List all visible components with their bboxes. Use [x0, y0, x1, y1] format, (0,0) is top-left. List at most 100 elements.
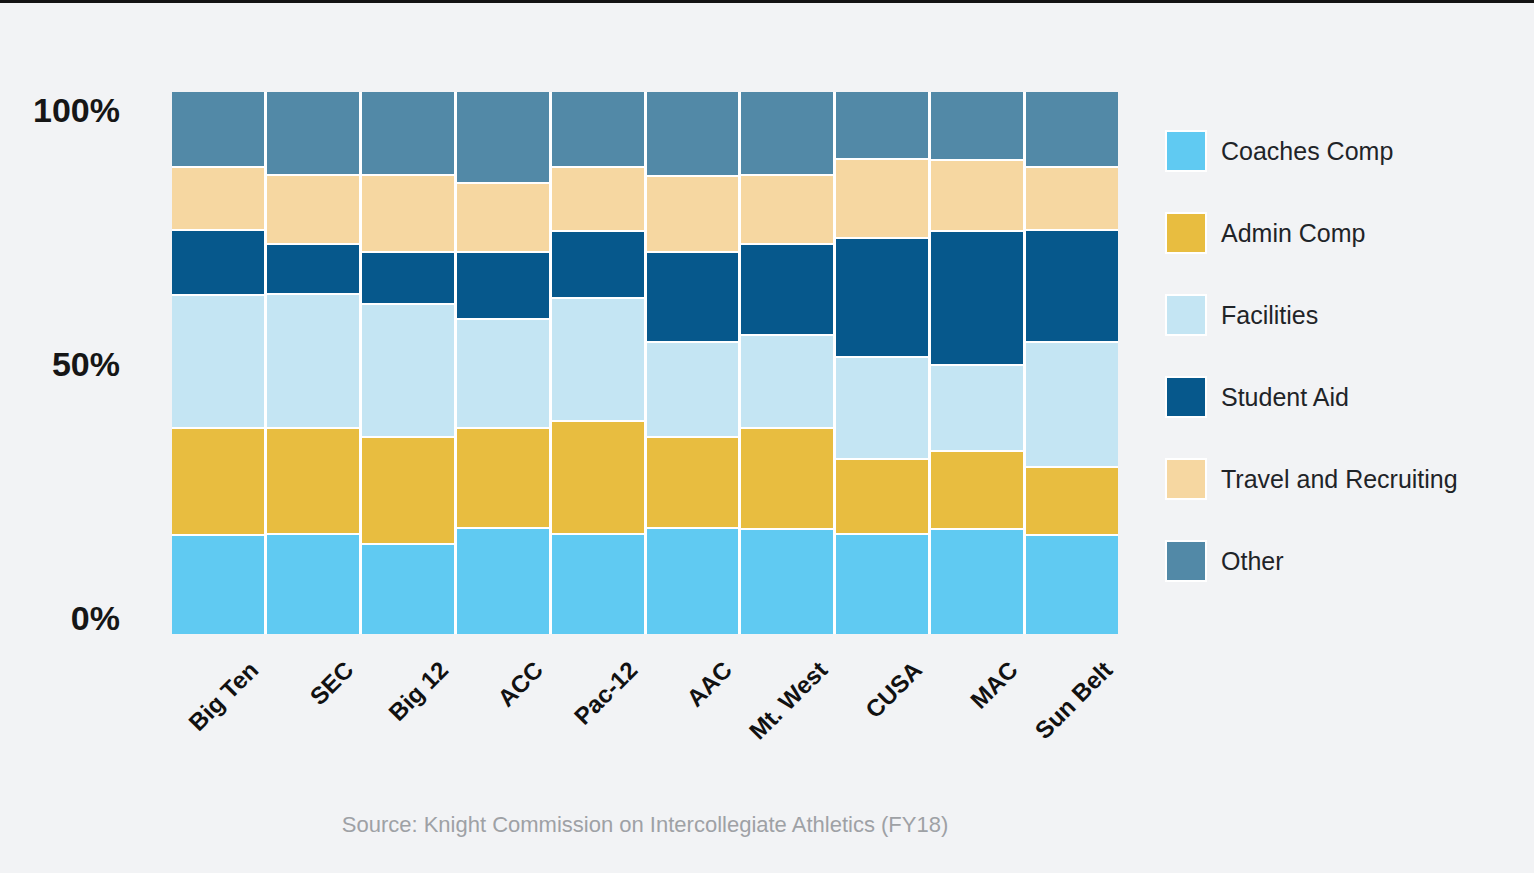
legend-item-coaches-comp: Coaches Comp — [1165, 130, 1458, 172]
segment-travel-and-recruiting-big-12 — [362, 176, 454, 252]
segment-admin-comp-big-12 — [362, 438, 454, 543]
bar-big-ten — [172, 92, 264, 634]
x-label-big-ten: Big Ten — [183, 656, 264, 737]
y-tick-100: 100% — [10, 92, 120, 128]
segment-facilities-mac — [931, 366, 1023, 451]
bar-pac-12 — [552, 92, 644, 634]
x-label-sun-belt: Sun Belt — [1029, 656, 1118, 745]
y-tick-0: 0% — [10, 600, 120, 636]
segment-student-aid-mt-west — [741, 245, 833, 333]
x-label-mac: MAC — [965, 656, 1023, 714]
x-label-cell-big-12: Big 12 — [362, 634, 454, 804]
segment-coaches-comp-sun-belt — [1026, 536, 1118, 634]
segment-facilities-acc — [457, 320, 549, 427]
segment-other-sec — [267, 92, 359, 174]
legend-label-other: Other — [1221, 547, 1284, 576]
legend-label-coaches-comp: Coaches Comp — [1221, 137, 1393, 166]
bar-mt-west — [741, 92, 833, 634]
y-tick-50: 50% — [10, 346, 120, 382]
segment-travel-and-recruiting-pac-12 — [552, 168, 644, 230]
segment-other-pac-12 — [552, 92, 644, 166]
legend-item-travel-and-recruiting: Travel and Recruiting — [1165, 458, 1458, 500]
segment-other-mt-west — [741, 92, 833, 174]
bar-sec — [267, 92, 359, 634]
bar-cusa — [836, 92, 928, 634]
bar-mac — [931, 92, 1023, 634]
segment-travel-and-recruiting-aac — [647, 177, 739, 251]
segment-travel-and-recruiting-sun-belt — [1026, 168, 1118, 228]
segment-admin-comp-sec — [267, 429, 359, 533]
legend-item-facilities: Facilities — [1165, 294, 1458, 336]
segment-student-aid-acc — [457, 253, 549, 318]
segment-student-aid-cusa — [836, 239, 928, 357]
legend-swatch-coaches-comp — [1165, 130, 1207, 172]
x-label-pac-12: Pac-12 — [569, 656, 644, 731]
top-border-strip — [0, 0, 1534, 3]
x-label-cell-aac: AAC — [647, 634, 739, 804]
segment-student-aid-big-ten — [172, 231, 264, 295]
segment-student-aid-aac — [647, 253, 739, 340]
segment-admin-comp-acc — [457, 429, 549, 527]
x-label-cell-pac-12: Pac-12 — [552, 634, 644, 804]
segment-student-aid-sun-belt — [1026, 231, 1118, 341]
x-axis-labels: Big Ten SEC Big 12 ACC Pac-12 AACMt. West CUSA… — [172, 634, 1118, 804]
segment-travel-and-recruiting-sec — [267, 176, 359, 244]
x-label-aac: AAC — [682, 656, 739, 713]
segment-other-sun-belt — [1026, 92, 1118, 166]
segment-facilities-big-12 — [362, 305, 454, 435]
segment-coaches-comp-big-ten — [172, 536, 264, 634]
x-label-cell-cusa: CUSA — [836, 634, 928, 804]
segment-facilities-aac — [647, 343, 739, 436]
x-label-acc: ACC — [492, 656, 549, 713]
segment-other-cusa — [836, 92, 928, 158]
segment-travel-and-recruiting-acc — [457, 184, 549, 251]
bar-big-12 — [362, 92, 454, 634]
legend-item-other: Other — [1165, 540, 1458, 582]
segment-student-aid-mac — [931, 232, 1023, 363]
segment-facilities-big-ten — [172, 296, 264, 426]
segment-coaches-comp-pac-12 — [552, 535, 644, 634]
x-label-cell-mt-west: Mt. West — [741, 634, 833, 804]
segment-coaches-comp-mac — [931, 530, 1023, 634]
segment-travel-and-recruiting-cusa — [836, 160, 928, 237]
segment-other-aac — [647, 92, 739, 175]
segment-other-acc — [457, 92, 549, 182]
legend: Coaches CompAdmin CompFacilitiesStudent … — [1165, 130, 1458, 582]
segment-coaches-comp-cusa — [836, 535, 928, 634]
segment-admin-comp-mt-west — [741, 429, 833, 527]
segment-other-big-ten — [172, 92, 264, 166]
segment-travel-and-recruiting-mt-west — [741, 176, 833, 244]
x-label-cell-sec: SEC — [267, 634, 359, 804]
segment-coaches-comp-aac — [647, 529, 739, 634]
x-label-cusa: CUSA — [860, 656, 928, 724]
segment-other-big-12 — [362, 92, 454, 174]
bar-acc — [457, 92, 549, 634]
legend-label-travel-and-recruiting: Travel and Recruiting — [1221, 465, 1458, 494]
segment-travel-and-recruiting-big-ten — [172, 168, 264, 229]
segment-travel-and-recruiting-mac — [931, 161, 1023, 231]
x-label-sec: SEC — [304, 656, 359, 711]
legend-swatch-travel-and-recruiting — [1165, 458, 1207, 500]
segment-admin-comp-mac — [931, 452, 1023, 528]
segment-facilities-cusa — [836, 358, 928, 458]
legend-swatch-admin-comp — [1165, 212, 1207, 254]
legend-swatch-student-aid — [1165, 376, 1207, 418]
segment-admin-comp-aac — [647, 438, 739, 527]
segment-admin-comp-big-ten — [172, 429, 264, 534]
segment-facilities-sun-belt — [1026, 343, 1118, 466]
plot-area — [172, 92, 1118, 634]
segment-student-aid-sec — [267, 245, 359, 293]
segment-coaches-comp-acc — [457, 529, 549, 634]
segment-student-aid-big-12 — [362, 253, 454, 303]
segment-facilities-sec — [267, 295, 359, 426]
legend-item-student-aid: Student Aid — [1165, 376, 1458, 418]
segment-other-mac — [931, 92, 1023, 159]
segment-facilities-mt-west — [741, 336, 833, 428]
segment-admin-comp-sun-belt — [1026, 468, 1118, 534]
x-label-big-12: Big 12 — [383, 656, 454, 727]
segment-coaches-comp-big-12 — [362, 545, 454, 634]
segment-coaches-comp-sec — [267, 535, 359, 634]
bar-sun-belt — [1026, 92, 1118, 634]
source-text: Source: Knight Commission on Intercolleg… — [172, 812, 1118, 838]
legend-label-facilities: Facilities — [1221, 301, 1318, 330]
